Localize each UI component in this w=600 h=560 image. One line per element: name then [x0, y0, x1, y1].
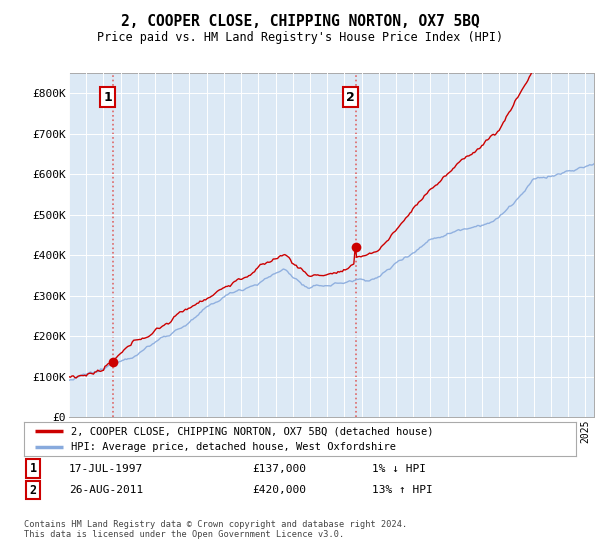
Text: 1: 1 — [103, 91, 112, 104]
Text: Contains HM Land Registry data © Crown copyright and database right 2024.
This d: Contains HM Land Registry data © Crown c… — [24, 520, 407, 539]
Text: 17-JUL-1997: 17-JUL-1997 — [69, 464, 143, 474]
Text: 1: 1 — [29, 462, 37, 475]
Text: 2: 2 — [29, 483, 37, 497]
Text: 1% ↓ HPI: 1% ↓ HPI — [372, 464, 426, 474]
Text: 2: 2 — [346, 91, 355, 104]
Text: 2, COOPER CLOSE, CHIPPING NORTON, OX7 5BQ: 2, COOPER CLOSE, CHIPPING NORTON, OX7 5B… — [121, 14, 479, 29]
Text: Price paid vs. HM Land Registry's House Price Index (HPI): Price paid vs. HM Land Registry's House … — [97, 31, 503, 44]
Text: 2, COOPER CLOSE, CHIPPING NORTON, OX7 5BQ (detached house): 2, COOPER CLOSE, CHIPPING NORTON, OX7 5B… — [71, 426, 433, 436]
Text: 13% ↑ HPI: 13% ↑ HPI — [372, 485, 433, 495]
Text: 26-AUG-2011: 26-AUG-2011 — [69, 485, 143, 495]
Text: £137,000: £137,000 — [252, 464, 306, 474]
Text: HPI: Average price, detached house, West Oxfordshire: HPI: Average price, detached house, West… — [71, 442, 396, 452]
Text: £420,000: £420,000 — [252, 485, 306, 495]
